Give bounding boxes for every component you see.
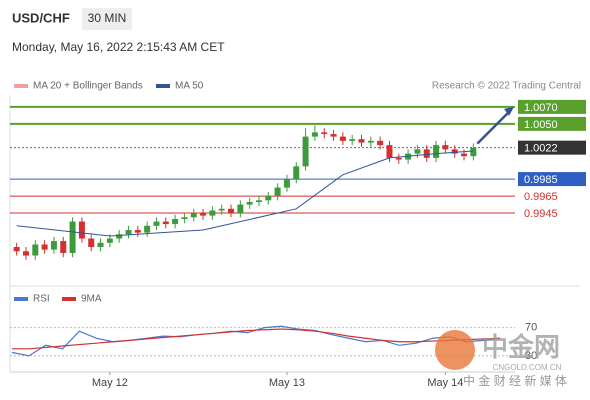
candle-body bbox=[41, 244, 48, 250]
level-box bbox=[518, 172, 586, 187]
candle-body bbox=[386, 145, 393, 158]
rsi-tick-label: 70 bbox=[525, 322, 537, 334]
level-label: 0.9985 bbox=[524, 174, 558, 186]
candle-body bbox=[153, 221, 160, 226]
legend-swatch bbox=[156, 84, 170, 88]
level-label: 1.0022 bbox=[524, 143, 558, 155]
watermark-name: 中金网 bbox=[482, 332, 560, 362]
candle-body bbox=[144, 225, 151, 233]
watermark-tagline: 中 金 财 经 新 媒 体 bbox=[463, 373, 567, 388]
x-tick-label: May 12 bbox=[92, 377, 128, 389]
date: Monday, May 16, 2022 2:15:43 AM CET bbox=[12, 40, 225, 54]
legend-label: 9MA bbox=[81, 294, 102, 305]
candle-body bbox=[283, 179, 290, 188]
ma50-line bbox=[16, 150, 474, 237]
x-tick-label: May 14 bbox=[427, 377, 463, 389]
candle-body bbox=[181, 217, 188, 219]
candle-body bbox=[228, 208, 235, 214]
rsi-ma-line bbox=[12, 328, 501, 350]
timeframe: 30 MIN bbox=[88, 11, 127, 25]
candle-body bbox=[88, 238, 95, 248]
x-tick-label: May 13 bbox=[269, 377, 305, 389]
level-box bbox=[518, 140, 586, 155]
candle-body bbox=[50, 241, 57, 250]
candle-body bbox=[367, 140, 374, 143]
timeframe-box bbox=[82, 8, 132, 30]
candle-body bbox=[461, 153, 468, 157]
candle-body bbox=[423, 149, 430, 158]
level-label: 1.0050 bbox=[524, 119, 558, 131]
level-box bbox=[518, 116, 586, 131]
candle-body bbox=[433, 145, 440, 158]
candle-body bbox=[106, 238, 113, 243]
legend-swatch bbox=[14, 84, 28, 88]
candle-body bbox=[293, 166, 300, 180]
source: Research © 2022 Trading Central bbox=[432, 81, 581, 92]
candle-body bbox=[218, 208, 225, 211]
candle-body bbox=[321, 132, 328, 135]
candle-body bbox=[470, 147, 477, 157]
candle-body bbox=[172, 219, 179, 225]
candle-body bbox=[255, 200, 262, 203]
candle-body bbox=[190, 213, 197, 218]
candle-body bbox=[32, 244, 39, 256]
candle-body bbox=[60, 241, 67, 253]
candle-body bbox=[442, 145, 449, 150]
level-label: 0.9965 bbox=[524, 191, 558, 203]
candle-body bbox=[209, 210, 216, 216]
arrow-head bbox=[504, 106, 514, 116]
level-label: 0.9945 bbox=[524, 208, 558, 220]
candle-body bbox=[13, 247, 20, 252]
candle-body bbox=[451, 149, 458, 154]
candle-body bbox=[339, 136, 346, 141]
legend-label: RSI bbox=[33, 294, 50, 305]
candle-body bbox=[22, 251, 29, 256]
candle-body bbox=[311, 132, 318, 137]
candle-body bbox=[69, 221, 76, 253]
candle-body bbox=[330, 134, 337, 137]
candle-body bbox=[237, 204, 244, 214]
legend-label: MA 20 + Bollinger Bands bbox=[33, 81, 143, 92]
level-label: 1.0070 bbox=[524, 102, 558, 114]
candle-body bbox=[78, 221, 85, 239]
level-box bbox=[518, 99, 586, 114]
candle-body bbox=[377, 140, 384, 146]
candle-body bbox=[97, 242, 104, 248]
candle-body bbox=[349, 139, 356, 141]
candle-body bbox=[162, 221, 169, 225]
candle-body bbox=[200, 213, 207, 216]
symbol: USD/CHF bbox=[12, 10, 70, 25]
legend-swatch bbox=[62, 297, 76, 301]
rsi-tick-label: 30 bbox=[525, 350, 537, 362]
candle-body bbox=[246, 202, 253, 205]
candle-body bbox=[274, 187, 281, 197]
candle-body bbox=[125, 230, 132, 235]
candle-body bbox=[358, 139, 365, 143]
watermark-site: CNGOLD.COM.CN bbox=[493, 363, 562, 372]
forecast-arrow bbox=[476, 110, 511, 145]
candle-body bbox=[395, 157, 402, 160]
candle-body bbox=[302, 136, 309, 167]
candle-body bbox=[116, 234, 123, 239]
watermark-logo bbox=[435, 330, 475, 370]
candle-body bbox=[134, 230, 141, 233]
legend-label: MA 50 bbox=[175, 81, 204, 92]
legend-swatch bbox=[14, 297, 28, 301]
candle-body bbox=[414, 149, 421, 154]
candle-body bbox=[265, 196, 272, 201]
